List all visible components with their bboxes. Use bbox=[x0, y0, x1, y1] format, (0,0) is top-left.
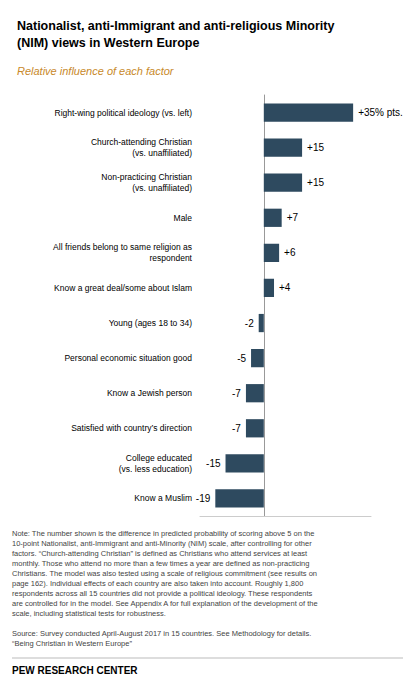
svg-text:Know a Jewish person: Know a Jewish person bbox=[107, 388, 192, 398]
svg-text:monthly. Those who attend no m: monthly. Those who attend no more than a… bbox=[12, 559, 309, 568]
svg-text:+6: +6 bbox=[284, 247, 296, 258]
svg-text:Male: Male bbox=[174, 213, 193, 223]
svg-text:Know a great deal/some about I: Know a great deal/some about Islam bbox=[54, 283, 192, 293]
svg-text:Relative influence of each fac: Relative influence of each factor bbox=[17, 65, 175, 77]
svg-text:10-point Nationalist, anti-Imm: 10-point Nationalist, anti-Immigrant and… bbox=[12, 539, 312, 548]
svg-text:College educated: College educated bbox=[126, 453, 192, 463]
svg-text:PEW RESEARCH CENTER: PEW RESEARCH CENTER bbox=[12, 665, 138, 676]
svg-text:“Being Christian in Western Eu: “Being Christian in Western Europe” bbox=[12, 639, 132, 648]
svg-text:are controlled for in the mode: are controlled for in the model. See App… bbox=[12, 599, 318, 608]
svg-text:(NIM) views in Western Europe: (NIM) views in Western Europe bbox=[17, 36, 199, 50]
svg-text:Church-attending Christian: Church-attending Christian bbox=[91, 137, 192, 147]
svg-text:Young (ages 18 to 34): Young (ages 18 to 34) bbox=[109, 318, 193, 328]
svg-text:(vs. unaffiliated): (vs. unaffiliated) bbox=[132, 183, 192, 193]
svg-text:-5: -5 bbox=[237, 353, 246, 364]
svg-text:+35% pts.: +35% pts. bbox=[358, 107, 403, 118]
svg-text:Personal economic situation go: Personal economic situation good bbox=[64, 353, 192, 363]
svg-text:(vs. less education): (vs. less education) bbox=[119, 464, 192, 474]
svg-text:factors. “Church-attending Chr: factors. “Church-attending Christian” is… bbox=[12, 549, 308, 558]
svg-text:Note: The number shown is the: Note: The number shown is the difference… bbox=[12, 529, 314, 538]
svg-text:page 162). Individual effects: page 162). Individual effects of each co… bbox=[12, 579, 303, 588]
svg-text:Nationalist, anti-Immigrant an: Nationalist, anti-Immigrant and anti-rel… bbox=[17, 19, 334, 33]
svg-text:Know a Muslim: Know a Muslim bbox=[134, 493, 192, 503]
svg-text:respondent: respondent bbox=[149, 253, 192, 263]
svg-text:Satisfied with country’s direc: Satisfied with country’s direction bbox=[71, 423, 192, 433]
svg-text:+15: +15 bbox=[307, 177, 324, 188]
svg-text:scale, including statistical t: scale, including statistical tests for r… bbox=[12, 609, 166, 618]
svg-text:Right-wing political ideology: Right-wing political ideology (vs. left) bbox=[55, 108, 193, 118]
svg-text:(vs. unaffiliated): (vs. unaffiliated) bbox=[132, 148, 192, 158]
svg-text:+7: +7 bbox=[287, 212, 299, 223]
svg-text:-2: -2 bbox=[245, 318, 254, 329]
svg-text:+15: +15 bbox=[307, 142, 324, 153]
svg-text:-7: -7 bbox=[232, 388, 241, 399]
svg-text:-15: -15 bbox=[206, 458, 221, 469]
svg-text:-19: -19 bbox=[196, 493, 211, 504]
svg-text:respondents across all 15 coun: respondents across all 15 countries did … bbox=[12, 589, 313, 598]
svg-text:+4: +4 bbox=[279, 282, 291, 293]
svg-text:All friends belong to same rel: All friends belong to same religion as bbox=[53, 242, 192, 252]
svg-text:-7: -7 bbox=[232, 423, 241, 434]
svg-text:Christians. The model was also: Christians. The model was also tested us… bbox=[12, 569, 317, 578]
svg-text:Source: Survey conducted April: Source: Survey conducted April-August 20… bbox=[12, 629, 311, 638]
svg-text:Non-practicing Christian: Non-practicing Christian bbox=[101, 172, 192, 182]
